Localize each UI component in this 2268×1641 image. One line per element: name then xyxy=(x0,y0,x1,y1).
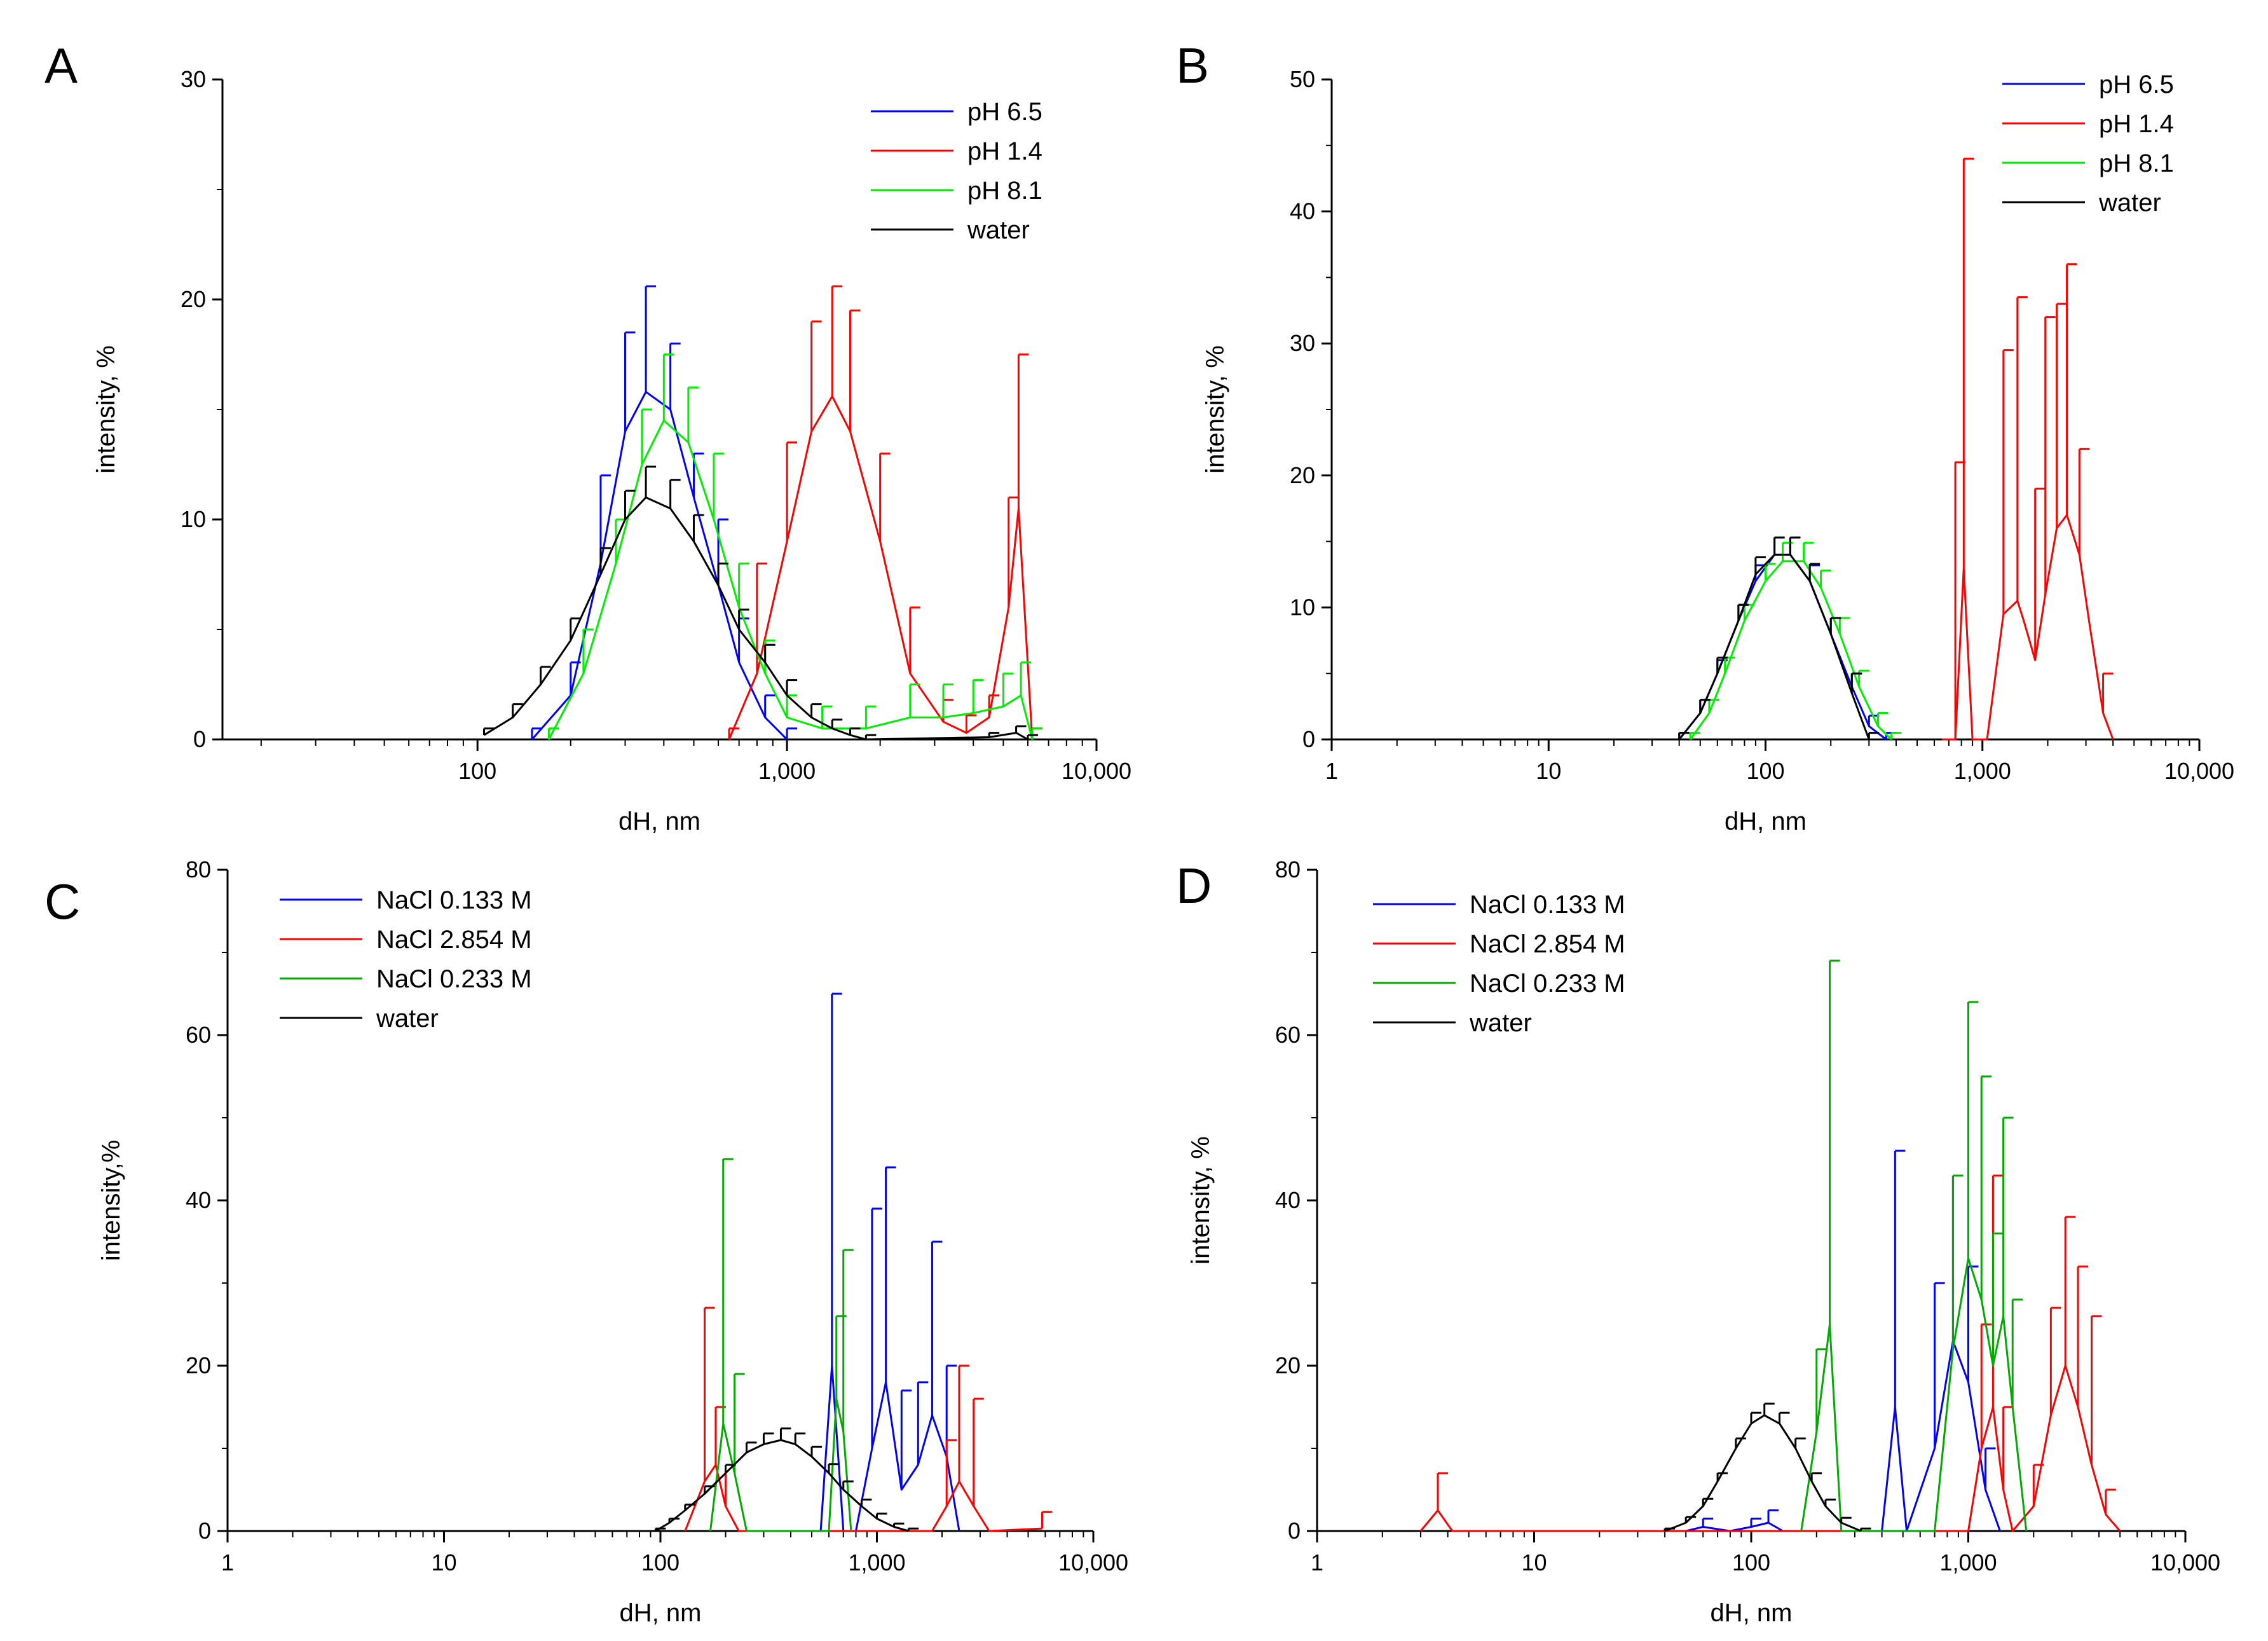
y-tick-label: 10 xyxy=(181,506,206,532)
series-line xyxy=(1800,1257,2028,1532)
y-tick-label: 0 xyxy=(193,726,206,752)
panel-letter: C xyxy=(44,874,80,930)
series-water xyxy=(654,1427,919,1532)
panel-a: A 0 10 20 30 100 1,000 10,000 dH, nm intensity, %… xyxy=(44,38,1131,835)
series-water xyxy=(482,465,1038,741)
x-tick-label: 1,000 xyxy=(848,1549,905,1576)
x-tick-label: 10,000 xyxy=(1058,1549,1128,1576)
panel-letter: A xyxy=(44,38,78,93)
legend-label: NaCl 2.854 M xyxy=(376,926,532,954)
y-tick-label: 40 xyxy=(1290,198,1315,224)
x-tick-label: 100 xyxy=(1732,1549,1770,1576)
y-tick-label: 30 xyxy=(1290,330,1315,356)
legend-label: NaCl 0.133 M xyxy=(1470,891,1625,919)
legend-label: water xyxy=(2098,189,2161,217)
series-line xyxy=(709,1397,852,1532)
y-tick-label: 20 xyxy=(181,286,206,312)
series-line xyxy=(1664,1414,1862,1532)
legend-label: pH 6.5 xyxy=(967,98,1042,126)
legend-label: water xyxy=(1469,1009,1532,1037)
y-tick-label: 60 xyxy=(186,1022,211,1048)
legend-label: pH 1.4 xyxy=(2099,110,2174,138)
x-tick-label: 10 xyxy=(431,1549,456,1576)
x-tick-label: 1 xyxy=(221,1549,234,1576)
series-nacl-0-233-m xyxy=(1800,959,2028,1532)
panel-letter: D xyxy=(1176,858,1212,914)
x-tick-label: 1,000 xyxy=(1954,758,2011,784)
legend-label: NaCl 0.133 M xyxy=(376,886,532,914)
panel-c: C 0 20 40 60 80 1 10 100 1,000 10,000 dH, nm intensi… xyxy=(44,856,1128,1627)
series-line xyxy=(1941,514,2114,741)
series-line xyxy=(483,496,1028,741)
y-tick-label: 10 xyxy=(1290,594,1315,620)
y-tick-label: 0 xyxy=(198,1518,211,1544)
y-tick-label: 0 xyxy=(1288,1518,1301,1544)
series-line xyxy=(1689,560,1892,741)
legend-label: NaCl 0.233 M xyxy=(376,965,532,993)
x-tick-label: 100 xyxy=(458,758,496,784)
series-ph-1-4 xyxy=(728,285,1042,740)
x-axis-label: dH, nm xyxy=(1711,1599,1793,1627)
y-tick-label: 20 xyxy=(1275,1352,1301,1378)
series-line xyxy=(655,1439,909,1532)
x-tick-label: 10,000 xyxy=(2164,758,2234,784)
x-axis-label: dH, nm xyxy=(1725,807,1807,835)
x-tick-label: 1,000 xyxy=(1939,1549,1997,1576)
legend-label: NaCl 0.233 M xyxy=(1470,970,1625,998)
x-tick-label: 1 xyxy=(1311,1549,1323,1576)
x-axis-label: dH, nm xyxy=(618,807,700,835)
series-line xyxy=(684,1464,1042,1532)
series-ph-1-4 xyxy=(1941,158,2114,741)
y-tick-label: 60 xyxy=(1275,1022,1301,1048)
y-tick-label: 20 xyxy=(186,1352,211,1378)
x-tick-label: 10,000 xyxy=(1062,758,1131,784)
y-axis-label: intensity, % xyxy=(1201,345,1229,474)
legend-label: pH 8.1 xyxy=(967,177,1042,205)
y-axis-label: intensity,% xyxy=(97,1140,125,1261)
legend-label: water xyxy=(376,1005,439,1033)
legend-label: pH 1.4 xyxy=(967,137,1042,165)
series-ph-8-1 xyxy=(1689,542,1902,741)
y-tick-label: 30 xyxy=(181,66,206,92)
y-tick-label: 50 xyxy=(1290,66,1315,92)
panel-letter: B xyxy=(1176,38,1209,93)
x-tick-label: 10 xyxy=(1536,758,1561,784)
y-tick-label: 20 xyxy=(1290,462,1315,488)
legend-label: pH 6.5 xyxy=(2099,71,2174,99)
panel-b: B 0 10 20 30 40 50 1 10 100 1,000 10,000 dH, nm inten… xyxy=(1176,38,2234,835)
x-tick-label: 10,000 xyxy=(2150,1549,2220,1576)
series-nacl-0-233-m xyxy=(709,1158,854,1532)
y-tick-label: 80 xyxy=(186,856,211,882)
y-axis-label: intensity, % xyxy=(1187,1136,1215,1265)
y-axis-label: intensity, % xyxy=(92,345,120,474)
series-water xyxy=(1678,536,1880,740)
panel-d: D 0 20 40 60 80 1 10 100 1,000 10,000 dH, nm intensi… xyxy=(1176,856,2220,1627)
series-ph-8-1 xyxy=(547,354,1042,740)
series-nacl-2-854-m xyxy=(1419,1174,2121,1532)
x-tick-label: 1,000 xyxy=(758,758,816,784)
x-tick-label: 100 xyxy=(641,1549,680,1576)
series-line xyxy=(728,395,1034,740)
series-nacl-0-133-m xyxy=(819,992,960,1532)
y-tick-label: 40 xyxy=(1275,1187,1301,1213)
series-water xyxy=(1663,1403,1871,1532)
y-tick-label: 80 xyxy=(1275,856,1301,882)
x-tick-label: 100 xyxy=(1746,758,1784,784)
series-line xyxy=(1685,1340,2001,1532)
y-tick-label: 40 xyxy=(186,1187,211,1213)
y-tick-label: 0 xyxy=(1302,726,1315,752)
series-line xyxy=(1419,1364,2121,1532)
series-line xyxy=(548,419,1034,740)
x-tick-label: 1 xyxy=(1325,758,1338,784)
x-tick-label: 10 xyxy=(1521,1549,1547,1576)
legend-label: water xyxy=(967,216,1030,244)
legend-label: NaCl 2.854 M xyxy=(1470,930,1625,958)
series-line xyxy=(1678,553,1870,740)
legend-label: pH 8.1 xyxy=(2099,149,2174,177)
x-axis-label: dH, nm xyxy=(620,1599,702,1627)
series-line xyxy=(819,1364,960,1532)
